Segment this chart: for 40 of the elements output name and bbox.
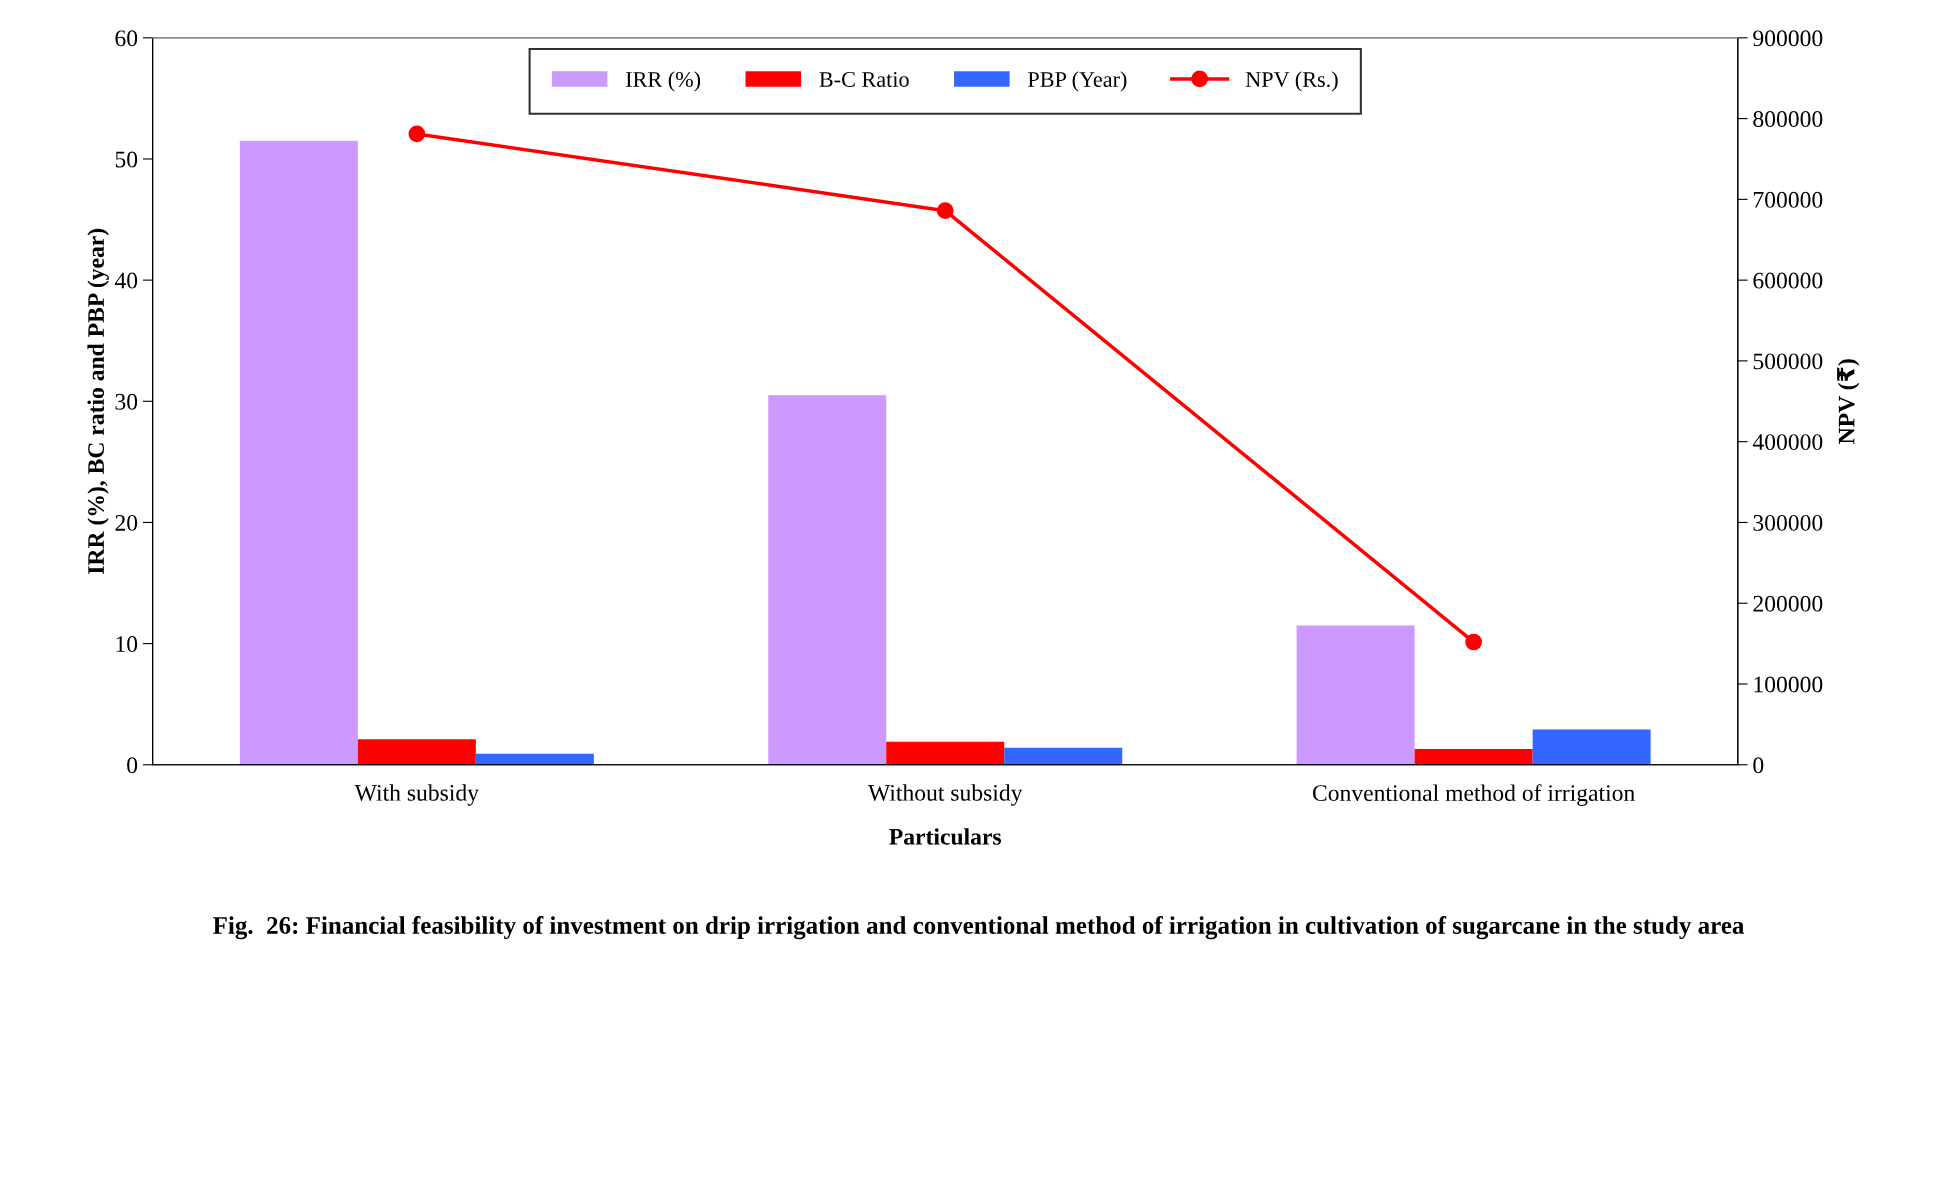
x-axis-title: Particulars [889,828,1002,845]
y-tick-label: 10 [116,636,138,653]
y2-tick-label: 0 [1753,757,1764,774]
bar [886,741,1005,765]
bar [357,739,476,765]
y-tick-label: 50 [115,151,138,168]
y-axis-title: IRR (%), BC ratio and PBP (year) [87,228,109,574]
y-tick-label: 0 [127,757,138,774]
legend-label: PBP (Year) [1028,71,1127,92]
bar [1414,749,1533,765]
legend-label: IRR (%) [625,71,701,92]
bar [475,753,594,765]
x-tick-label: Conventional method of irrigation [1312,784,1635,806]
bar [1532,729,1651,765]
point [936,202,954,220]
y-tick-label: 30 [115,393,138,410]
y2-tick-label: 600000 [1753,272,1823,289]
legend-label: B-C Ratio [819,72,909,87]
y2-tick-label: 400000 [1752,434,1823,451]
y-tick-label: 40 [114,272,138,289]
y2-tick-label: 500000 [1753,353,1823,370]
x-tick-label: With subsidy [354,784,479,806]
bar [1296,625,1415,765]
y-tick-label: 20 [115,514,138,531]
y2-tick-label: 700000 [1753,191,1823,208]
y2-tick-label: 900000 [1753,30,1823,47]
y2-axis-title: NPV (₹) [1837,359,1860,444]
bar [239,140,358,765]
y-tick-label: 60 [115,30,138,47]
bar [1004,747,1123,765]
x-tick-label: Without subsidy [868,784,1023,806]
point [1465,633,1482,651]
point [408,125,426,143]
y2-tick-label: 100000 [1754,676,1823,693]
y2-tick-label: 800000 [1753,111,1823,128]
bar [768,395,887,765]
legend-label: NPV (Rs.) [1245,71,1338,92]
y2-tick-label: 300000 [1753,514,1823,531]
y2-tick-label: 200000 [1753,595,1823,612]
caption: Fig. 26: Financial feasibility of investment on drip irrigation and conventional method of irrigation in cultivation of sugarcane in the study area [213,916,1745,940]
